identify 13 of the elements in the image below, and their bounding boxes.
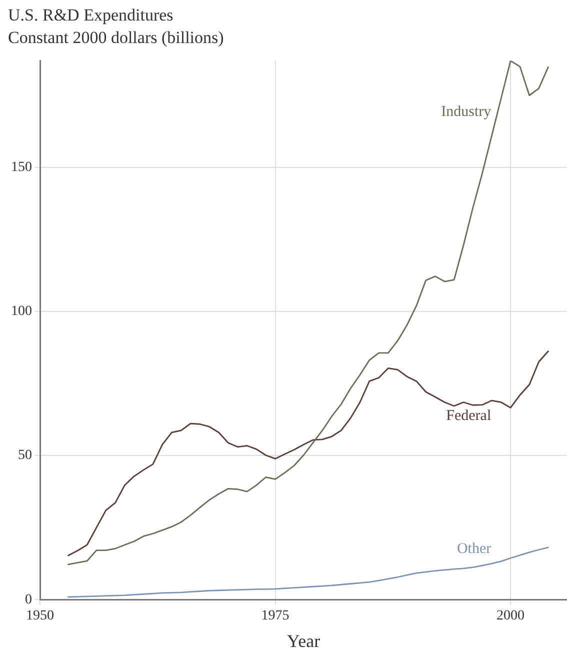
x-tick-label: 2000 — [496, 608, 525, 624]
y-tick-label: 50 — [18, 448, 32, 464]
y-tick-label: 150 — [11, 160, 32, 176]
series-label: Industry — [441, 104, 492, 120]
y-tick-label: 100 — [11, 304, 32, 320]
chart-subtitle: Constant 2000 dollars (billions) — [8, 28, 224, 48]
x-tick-label: 1950 — [26, 608, 54, 624]
x-axis-title: Year — [286, 630, 320, 651]
chart-title: U.S. R&D Expenditures — [8, 6, 174, 25]
y-tick-label: 0 — [25, 592, 32, 608]
series-label: Federal — [446, 408, 492, 424]
series-label: Other — [456, 541, 492, 558]
x-tick-label: 1975 — [261, 608, 290, 624]
